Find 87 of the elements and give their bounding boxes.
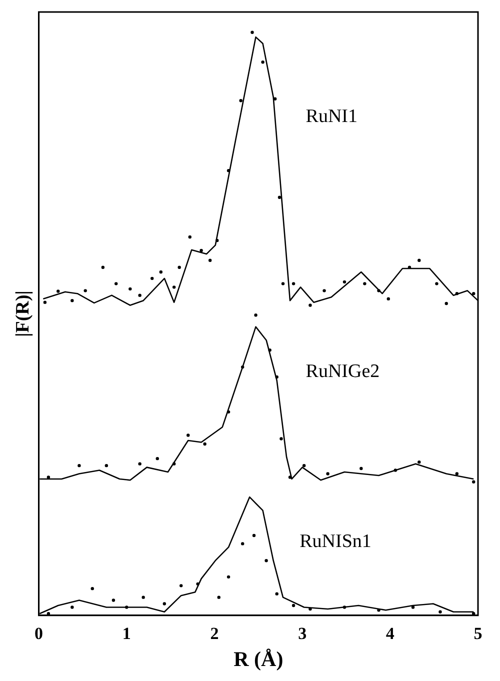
point <box>203 442 206 446</box>
point <box>216 238 219 242</box>
point <box>196 582 200 586</box>
point <box>281 282 285 286</box>
point <box>240 542 244 546</box>
x-tick-label: 0 <box>34 624 44 643</box>
point <box>56 290 60 293</box>
point <box>217 596 220 599</box>
point <box>239 99 242 102</box>
x-tick-label: 1 <box>122 624 131 643</box>
point <box>308 304 312 307</box>
point <box>472 292 476 296</box>
point <box>386 297 390 300</box>
point <box>84 289 87 292</box>
point <box>435 282 438 286</box>
point <box>411 606 415 609</box>
point <box>455 472 459 476</box>
point <box>200 248 203 252</box>
point <box>240 365 244 369</box>
point <box>156 456 159 460</box>
point <box>261 60 264 64</box>
point <box>418 258 421 262</box>
point <box>142 596 145 599</box>
point <box>226 410 230 414</box>
point <box>322 289 326 292</box>
x-tick-label: 4 <box>386 624 395 643</box>
point <box>178 266 181 269</box>
point <box>226 168 230 172</box>
x-axis-title: R (Å) <box>234 646 284 671</box>
point <box>363 282 366 286</box>
point <box>292 282 296 286</box>
point <box>360 466 363 470</box>
point <box>70 606 74 609</box>
point <box>128 287 132 291</box>
x-tick-label: 3 <box>298 624 307 643</box>
point <box>252 534 256 538</box>
point <box>444 302 448 306</box>
point <box>90 586 94 590</box>
point <box>288 476 292 479</box>
point <box>138 462 142 466</box>
y-axis-title: |F(R)| <box>12 290 34 337</box>
point <box>377 608 380 612</box>
point <box>150 276 154 280</box>
point <box>188 235 192 239</box>
point <box>472 480 476 484</box>
point <box>104 464 108 468</box>
point <box>326 472 330 476</box>
point <box>172 286 176 289</box>
point <box>159 270 162 274</box>
series-label: RuNIGe2 <box>306 360 380 382</box>
point <box>308 607 312 611</box>
point <box>342 280 346 284</box>
point <box>292 604 296 608</box>
point <box>280 437 283 440</box>
x-tick-label: 2 <box>210 624 219 643</box>
point <box>70 298 74 302</box>
point <box>46 476 50 479</box>
point <box>186 434 190 437</box>
point <box>394 468 398 472</box>
point <box>226 575 230 579</box>
point <box>438 610 442 614</box>
point <box>172 462 176 466</box>
series-label: RuNISn1 <box>300 531 372 552</box>
point <box>43 300 47 304</box>
point <box>180 584 183 588</box>
point <box>418 460 421 464</box>
point <box>278 196 282 199</box>
point <box>138 294 142 297</box>
point <box>264 559 268 562</box>
point <box>342 606 346 609</box>
point <box>250 30 254 34</box>
point <box>254 314 258 317</box>
point <box>275 592 278 596</box>
point <box>302 464 306 468</box>
point <box>275 375 278 379</box>
x-tick-label: 5 <box>474 624 482 643</box>
series-label: RuNI1 <box>306 106 358 128</box>
point <box>78 464 81 468</box>
point <box>125 606 128 609</box>
point <box>112 598 116 602</box>
point <box>101 266 105 269</box>
point <box>377 289 380 292</box>
point <box>455 292 459 296</box>
point <box>208 258 212 262</box>
point <box>268 348 272 352</box>
point <box>114 282 118 286</box>
point <box>162 602 166 606</box>
